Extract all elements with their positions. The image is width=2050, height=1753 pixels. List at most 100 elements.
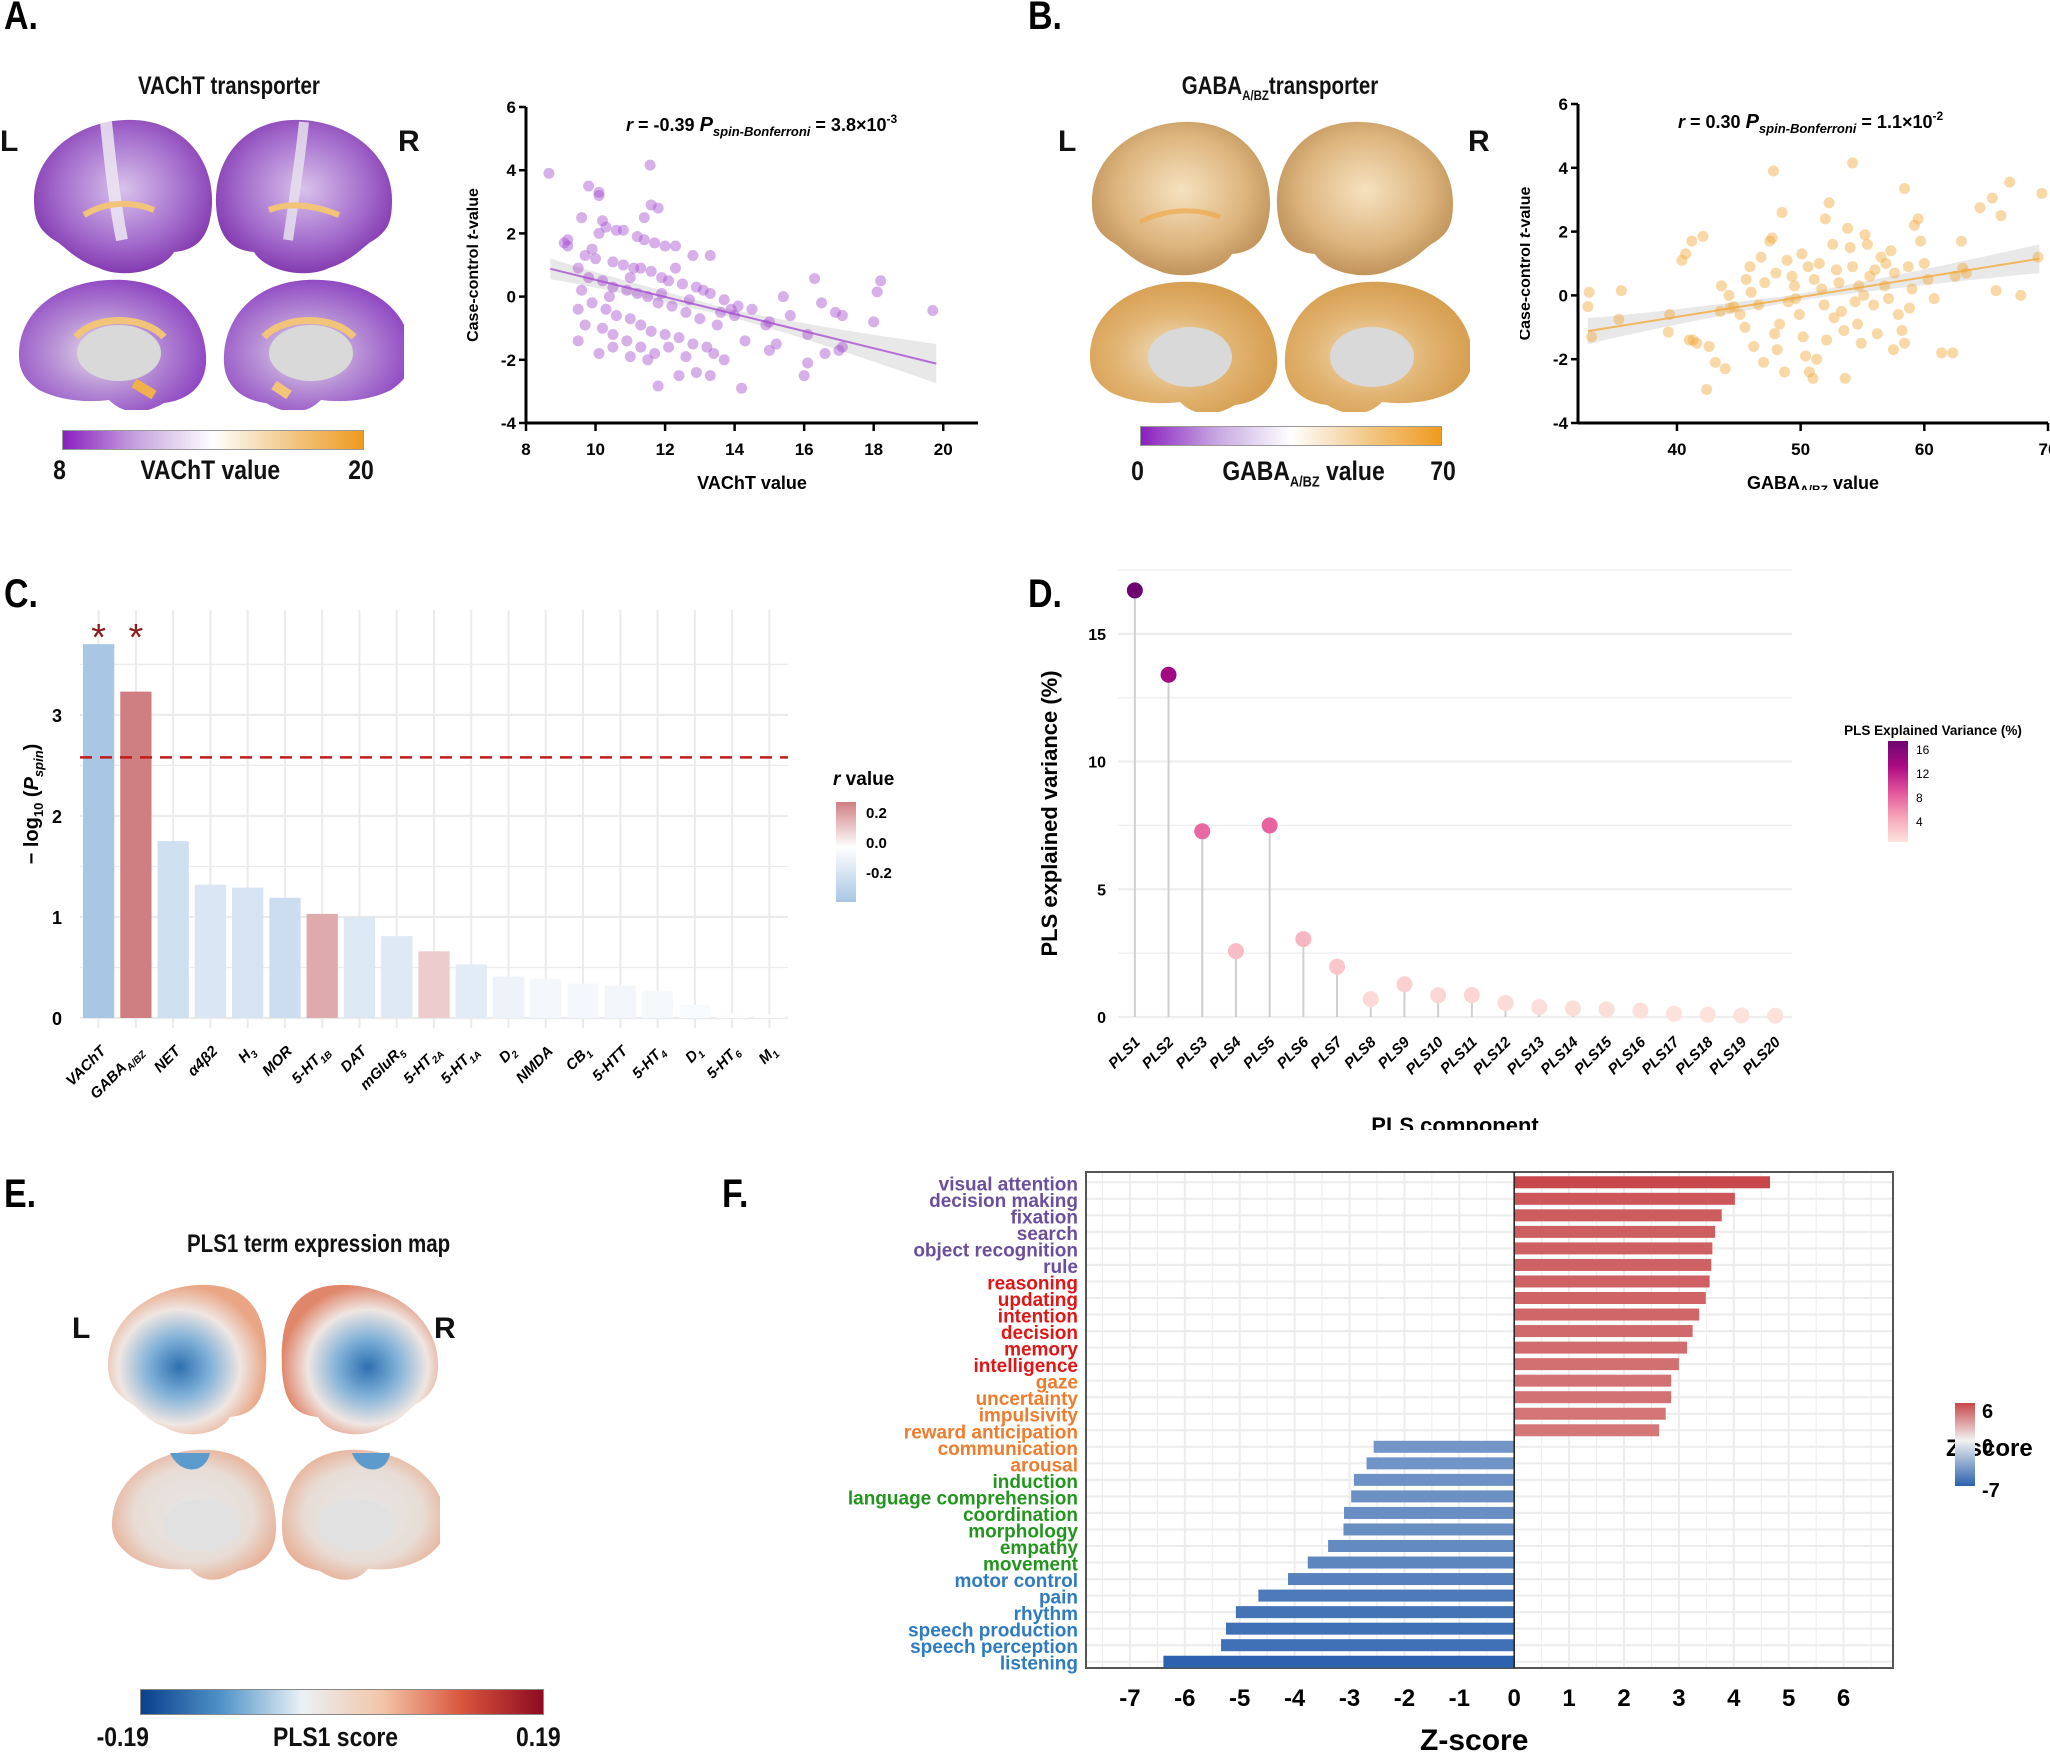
bar — [1307, 1556, 1515, 1569]
annotation-p-value: = 3.8×10 — [810, 115, 886, 135]
y-axis-title: Case-control t-value — [465, 188, 482, 342]
legend-title: r value — [833, 769, 894, 790]
panel-a-scatter-chart: -4 -2 0 2 4 6 8 10 12 14 16 18 20 r = -0.39 Pspin-Bon… — [465, 98, 978, 490]
y-tick-label: 0 — [1559, 286, 1568, 305]
bar — [1514, 1242, 1713, 1255]
scatter-point — [1808, 273, 1820, 285]
scatter-point — [596, 215, 608, 227]
scatter-point — [836, 341, 848, 353]
scatter-point — [1839, 372, 1851, 384]
panel-label-c: C. — [4, 572, 38, 616]
y-axis-title-p-sub: spin — [31, 750, 46, 777]
scatter-point — [642, 354, 654, 366]
scatter-point — [645, 325, 657, 337]
scatter-point — [680, 351, 692, 363]
scatter-point — [1796, 248, 1808, 260]
x-tick-label: PLS7 — [1307, 1033, 1346, 1072]
panel-b-scatter-chart: -4 -2 0 2 4 6 40 50 60 70 r = 0.30 Pspin-Bonferron… — [1520, 95, 2050, 490]
scatter-point — [687, 250, 699, 262]
scatter-point — [871, 286, 883, 298]
lollipop-point — [1632, 1002, 1649, 1019]
bar — [492, 976, 525, 1018]
x-tick-label: -1 — [1449, 1685, 1470, 1712]
scatter-point — [1676, 254, 1688, 266]
scatter-point — [1703, 340, 1715, 352]
scatter-point — [1800, 350, 1812, 362]
scatter-point — [673, 370, 685, 382]
scatter-point — [1833, 277, 1845, 289]
y-tick-label: uncertainty — [976, 1389, 1079, 1410]
x-tick-label: PLS20 — [1740, 1033, 1785, 1078]
scatter-point — [1947, 347, 1959, 359]
brain-medial-left — [1090, 281, 1278, 412]
scatter-point — [576, 212, 588, 224]
scatter-point — [798, 370, 810, 382]
scatter-point — [1582, 301, 1594, 313]
x-tick-label: 18 — [864, 440, 883, 459]
x-tick-label: PLS3 — [1173, 1033, 1212, 1072]
scatter-point — [680, 306, 692, 318]
bar — [157, 841, 189, 1018]
scatter-point — [676, 278, 688, 290]
panel-label-e: E. — [4, 1172, 37, 1216]
scatter-point — [663, 341, 675, 353]
scatter-point — [1745, 286, 1757, 298]
scatter-point — [1828, 312, 1840, 324]
panel-e-title: PLS1 term expression map — [187, 1230, 451, 1258]
y-tick-label: gaze — [1036, 1373, 1078, 1394]
scatter-point — [802, 357, 814, 369]
legend-colorbar — [1955, 1403, 1975, 1486]
legend-tick-label: 16 — [1916, 743, 1930, 757]
bar — [1514, 1407, 1666, 1420]
scatter-point — [583, 180, 595, 192]
plot-border — [1085, 1171, 1894, 1669]
annotation-p-subscript: spin-Bonferroni — [713, 124, 811, 139]
scatter-point — [704, 250, 716, 262]
lollipop-point — [1767, 1007, 1784, 1024]
bar — [1514, 1308, 1700, 1321]
x-tick-label: H3 — [235, 1042, 261, 1068]
scatter-point — [687, 338, 699, 350]
bar — [194, 884, 227, 1018]
scatter-point — [1903, 302, 1915, 314]
y-tick-label: 2 — [52, 807, 62, 827]
bar — [83, 644, 115, 1018]
scatter-point — [746, 303, 758, 315]
scatter-point — [562, 240, 574, 252]
scatter-point — [1788, 280, 1800, 292]
panel-b-colorbar-gradient — [1141, 427, 1441, 445]
scatter-point — [1793, 309, 1805, 321]
bar — [1288, 1573, 1515, 1586]
y-tick-label: 4 — [1559, 159, 1569, 178]
panel-e-brain-surfaces — [108, 1284, 440, 1580]
x-tick-label-main: NMDA — [513, 1043, 557, 1087]
scatter-point — [1918, 258, 1930, 269]
annotation-r-symbol: r — [1678, 112, 1686, 132]
lollipop-point — [1362, 991, 1379, 1008]
x-tick-label: -6 — [1174, 1685, 1195, 1712]
scatter-point — [784, 310, 796, 322]
annotation-p-value: = 1.1×10 — [1856, 112, 1932, 132]
scatter-point — [607, 329, 619, 341]
y-axis-title-post: -value — [465, 188, 482, 234]
y-axis-title-pre: Case-control — [465, 240, 482, 342]
bar — [1514, 1258, 1712, 1271]
x-tick-label: PLS6 — [1274, 1033, 1313, 1072]
bar — [530, 978, 562, 1018]
y-tick-label: fixation — [1010, 1207, 1078, 1228]
y-tick-label: 5 — [1097, 882, 1106, 899]
x-tick-label: M1 — [755, 1042, 782, 1069]
y-tick-label: intention — [998, 1307, 1078, 1328]
brain-lateral-right — [215, 119, 392, 274]
scatter-point — [621, 335, 633, 347]
x-tick-label: 5-HT1B — [288, 1043, 335, 1090]
scatter-point — [1758, 356, 1770, 368]
scatter-point — [638, 212, 650, 224]
y-tick-label: 0 — [1097, 1010, 1106, 1027]
scatter-point — [1691, 337, 1703, 349]
x-axis-title: VAChT value — [697, 473, 807, 490]
scatter-point — [1880, 258, 1892, 269]
scatter-point — [1899, 183, 1911, 195]
scatter-point — [1767, 165, 1779, 177]
y-tick-label: empathy — [1000, 1538, 1079, 1559]
